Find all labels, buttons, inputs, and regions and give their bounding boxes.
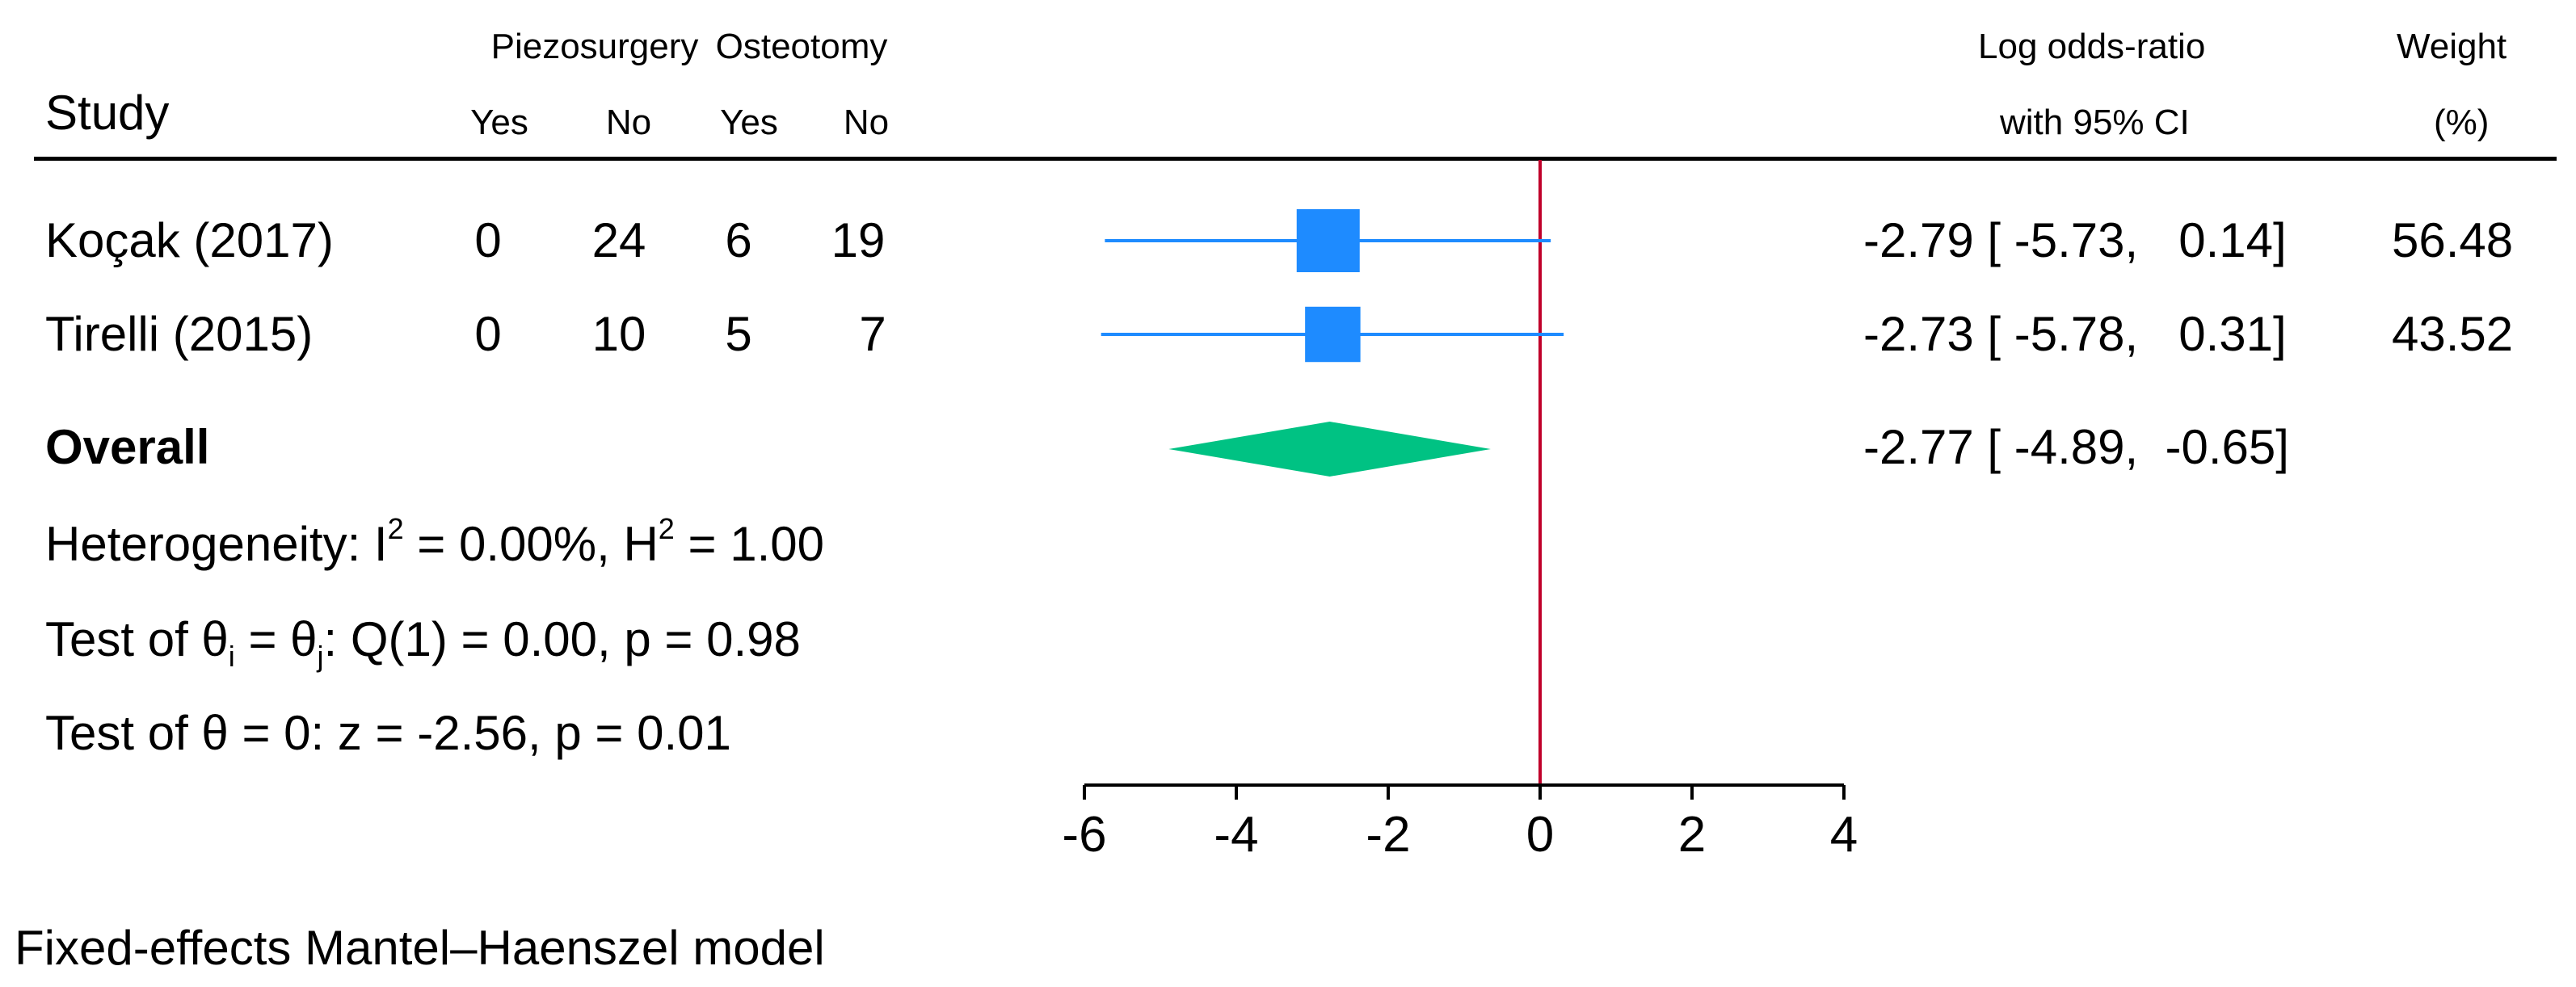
study-name: Koçak (2017)	[45, 213, 334, 267]
weight-subheader: (%)	[2434, 103, 2490, 142]
osteo-yes-value: 6	[725, 213, 752, 267]
osteo-no-header: No	[843, 103, 890, 142]
x-tick-label: 4	[1830, 807, 1858, 863]
osteo-no-value: 7	[859, 307, 886, 361]
piezo-no-value: 24	[591, 213, 646, 267]
model-footnote: Fixed-effects Mantel–Haenszel model	[15, 921, 825, 975]
osteo-yes-value: 5	[725, 307, 752, 361]
piezo-yes-header: Yes	[470, 103, 528, 142]
group1-header: Piezosurgery	[490, 27, 699, 66]
osteo-no-value: 19	[831, 213, 886, 267]
study-weight: 56.48	[2392, 213, 2514, 267]
effect-header: Log odds-ratio	[1978, 27, 2206, 66]
study-ci-text: -2.79 [ -5.73, 0.14]	[1863, 213, 2287, 267]
weight-header: Weight	[2397, 27, 2507, 66]
piezo-no-header: No	[605, 103, 652, 142]
group2-header: Osteotomy	[715, 27, 888, 66]
x-tick-label: 2	[1678, 807, 1706, 863]
study-column-header: Study	[45, 86, 170, 140]
overall-label: Overall	[45, 420, 210, 474]
study-estimate-marker	[1296, 209, 1360, 272]
homogeneity-test-line: Test of θi = θj: Q(1) = 0.00, p = 0.98	[45, 612, 801, 673]
piezo-no-value: 10	[591, 307, 646, 361]
overall-effect-test-line: Test of θ = 0: z = -2.56, p = 0.01	[45, 706, 731, 760]
x-tick-label: 0	[1526, 807, 1554, 863]
x-tick-label: -4	[1214, 807, 1258, 863]
overall-diamond	[1168, 422, 1491, 477]
x-tick-label: -6	[1062, 807, 1106, 863]
overall-ci-text: -2.77 [ -4.89, -0.65]	[1863, 420, 2289, 474]
piezo-yes-value: 0	[474, 213, 502, 267]
heterogeneity-line: Heterogeneity: I2 = 0.00%, H2 = 1.00	[45, 512, 824, 571]
piezo-yes-value: 0	[474, 307, 502, 361]
x-tick-label: -2	[1366, 807, 1410, 863]
osteo-yes-header: Yes	[720, 103, 778, 142]
study-name: Tirelli (2015)	[45, 307, 314, 361]
header-rule	[34, 157, 2557, 161]
study-estimate-marker	[1305, 306, 1361, 363]
effect-subheader: with 95% CI	[2000, 103, 2190, 142]
study-weight: 43.52	[2392, 307, 2514, 361]
study-ci-text: -2.73 [ -5.78, 0.31]	[1863, 307, 2287, 361]
